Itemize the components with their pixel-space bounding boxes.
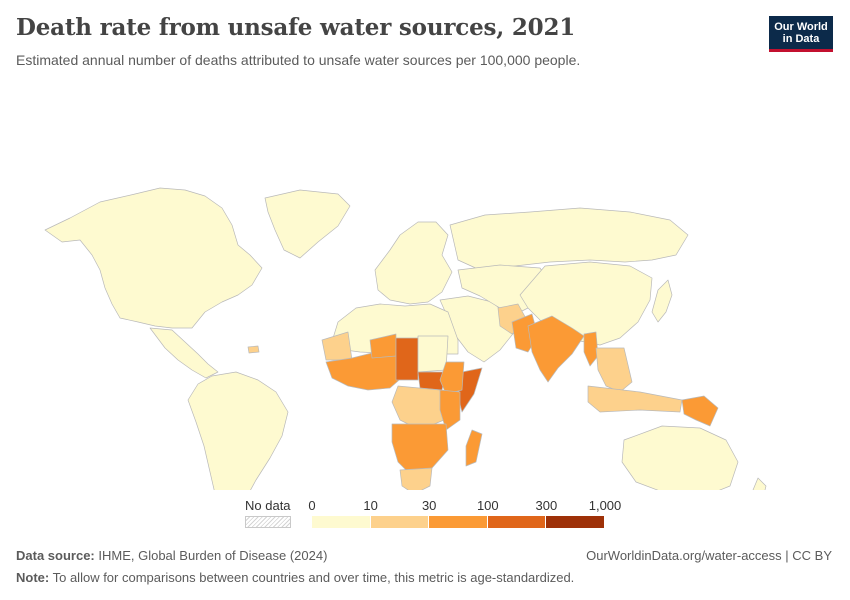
region-south-africa[interactable]: South Africa xyxy=(399,467,433,490)
chart-title: Death rate from unsafe water sources, 20… xyxy=(16,14,576,41)
legend-tick-label: 300 xyxy=(535,498,558,513)
region-india[interactable]: India xyxy=(527,315,585,383)
legend-bin-1[interactable] xyxy=(370,516,430,528)
data-source: Data source: IHME, Global Burden of Dise… xyxy=(16,548,327,563)
note-text: To allow for comparisons between countri… xyxy=(52,570,575,585)
region-russia[interactable]: Russia xyxy=(449,207,689,271)
region-southern-africa[interactable]: Southern Africa xyxy=(391,423,449,475)
legend-no-data-label: No data xyxy=(245,498,291,513)
region-greenland[interactable]: Greenland xyxy=(264,189,351,259)
region-haiti[interactable]: Haiti xyxy=(247,345,260,354)
region-australia[interactable]: Australia xyxy=(621,425,739,490)
region-east-africa[interactable]: East Africa xyxy=(439,389,461,431)
chart-note: Note: To allow for comparisons between c… xyxy=(16,570,574,585)
source-url-link[interactable]: OurWorldinData.org/water-access | CC BY xyxy=(586,548,832,563)
logo-line-2: in Data xyxy=(782,32,820,45)
region-north-america[interactable]: North America xyxy=(44,187,263,329)
legend-tick-label: 30 xyxy=(421,498,437,513)
region-japan[interactable]: Japan xyxy=(651,279,673,323)
logo-line-1: Our World xyxy=(774,20,828,33)
legend-bin-0[interactable] xyxy=(312,516,371,528)
legend-bin-2[interactable] xyxy=(429,516,488,528)
data-source-text: IHME, Global Burden of Disease (2024) xyxy=(98,548,328,563)
region-chad[interactable]: Chad xyxy=(395,337,419,381)
region-myanmar[interactable]: Myanmar xyxy=(583,331,599,367)
owid-logo[interactable]: Our World in Data xyxy=(769,16,833,52)
region-indonesia[interactable]: Indonesia xyxy=(587,385,683,413)
region-southeast-asia[interactable]: Southeast Asia xyxy=(595,347,633,393)
world-map[interactable]: North AmericaGreenland Central America Hai… xyxy=(0,90,850,490)
region-central-africa[interactable]: Central Africa xyxy=(391,385,445,431)
region-madagascar[interactable]: Madagascar xyxy=(465,429,483,467)
region-central-america[interactable]: Central America xyxy=(149,327,219,379)
region-new-zealand[interactable]: New Zealand xyxy=(748,477,767,490)
region-sudan[interactable]: Sudan xyxy=(417,335,449,373)
note-label: Note: xyxy=(16,570,50,585)
region-mauritania[interactable]: Mauritania xyxy=(321,331,353,361)
region-south-america[interactable]: South America xyxy=(187,371,289,490)
data-source-label: Data source: xyxy=(16,548,95,563)
region-west-africa[interactable]: West Africa xyxy=(325,351,407,391)
legend-no-data-swatch xyxy=(245,516,291,528)
legend-bin-3[interactable] xyxy=(487,516,547,528)
legend-tick-label: 10 xyxy=(363,498,378,513)
legend-color-scale xyxy=(312,516,605,528)
legend-tick-label: 100 xyxy=(476,498,499,513)
region-papua-new-guinea[interactable]: Papua New Guinea xyxy=(681,395,719,427)
legend-tick-label: 0 xyxy=(308,498,316,513)
legend-tick-label: 1,000 xyxy=(588,498,622,513)
chart-subtitle: Estimated annual number of deaths attrib… xyxy=(16,52,581,68)
region-europe[interactable]: Europe xyxy=(374,221,453,305)
legend-bin-4[interactable] xyxy=(546,516,605,528)
